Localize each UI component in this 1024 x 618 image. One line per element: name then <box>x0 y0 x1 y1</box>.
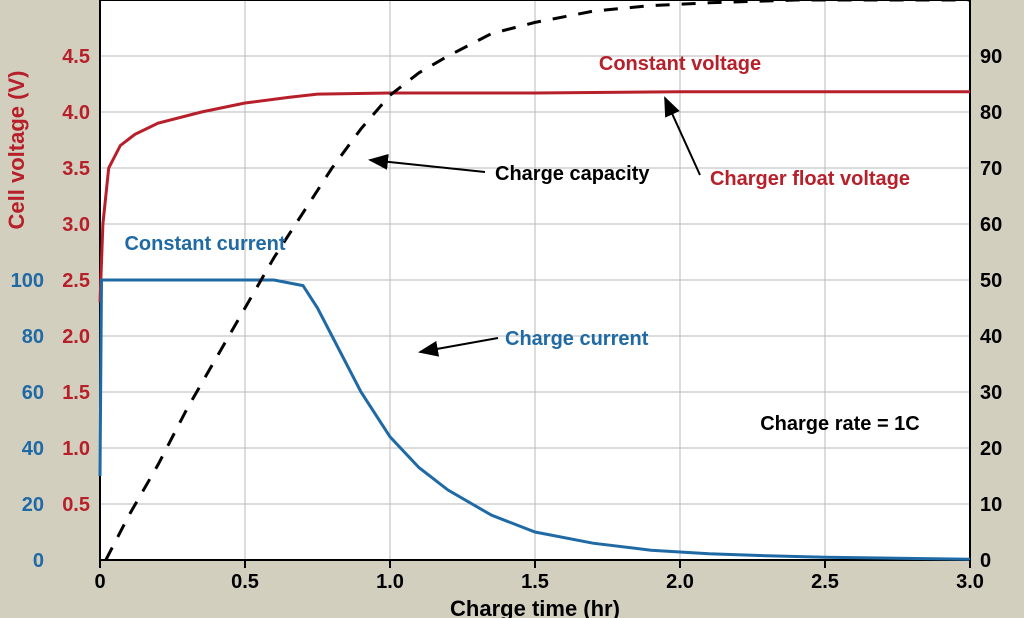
y-current-tick: 100 <box>11 270 44 292</box>
y-capacity-tick: 30 <box>980 382 1002 404</box>
y-current-tick: 80 <box>22 326 44 348</box>
y-voltage-tick: 3.5 <box>62 158 90 180</box>
y-voltage-tick: 4.5 <box>62 46 90 68</box>
annotation-constant-voltage: Constant voltage <box>599 53 761 75</box>
x-tick-label: 1.5 <box>521 571 549 593</box>
y-capacity-tick: 60 <box>980 214 1002 236</box>
x-tick-label: 2.5 <box>811 571 839 593</box>
chart-svg: 0 0.5 1.0 1.5 2.0 2.5 3.0 Charge time (hr) 0.5 1.… <box>0 0 1024 618</box>
y-capacity-tick: 50 <box>980 270 1002 292</box>
y-capacity-tick: 20 <box>980 438 1002 460</box>
y-capacity-tick: 10 <box>980 494 1002 516</box>
annotation-charge-capacity: Charge capacity <box>495 163 650 185</box>
battery-charge-chart: 0 0.5 1.0 1.5 2.0 2.5 3.0 Charge time (hr) 0.5 1.… <box>0 0 1024 618</box>
y-voltage-tick: 0.5 <box>62 494 90 516</box>
y-voltage-tick: 3.0 <box>62 214 90 236</box>
x-tick-label: 2.0 <box>666 571 694 593</box>
y-current-tick: 40 <box>22 438 44 460</box>
y-voltage-tick: 1.0 <box>62 438 90 460</box>
y-capacity-tick: 90 <box>980 46 1002 68</box>
y-voltage-tick: 2.0 <box>62 326 90 348</box>
y-voltage-tick: 2.5 <box>62 270 90 292</box>
annotation-constant-current: Constant current <box>124 233 285 255</box>
y-axis-label: Cell voltage (V) <box>4 71 29 230</box>
x-tick-label: 0 <box>94 571 105 593</box>
annotation-charge-current: Charge current <box>505 328 649 350</box>
x-tick-label: 1.0 <box>376 571 404 593</box>
y-capacity-tick: 0 <box>980 550 991 572</box>
y-current-tick: 0 <box>33 550 44 572</box>
y-voltage-tick: 4.0 <box>62 102 90 124</box>
x-tick-label: 3.0 <box>956 571 984 593</box>
y-capacity-tick: 70 <box>980 158 1002 180</box>
y-current-tick: 60 <box>22 382 44 404</box>
y-capacity-tick: 80 <box>980 102 1002 124</box>
y-current-tick: 20 <box>22 494 44 516</box>
annotation-charger-float-voltage: Charger float voltage <box>710 168 910 190</box>
y-voltage-tick: 1.5 <box>62 382 90 404</box>
annotation-charge-rate: Charge rate = 1C <box>760 413 920 435</box>
y-capacity-tick: 40 <box>980 326 1002 348</box>
x-axis-label: Charge time (hr) <box>450 596 620 618</box>
x-tick-label: 0.5 <box>231 571 259 593</box>
